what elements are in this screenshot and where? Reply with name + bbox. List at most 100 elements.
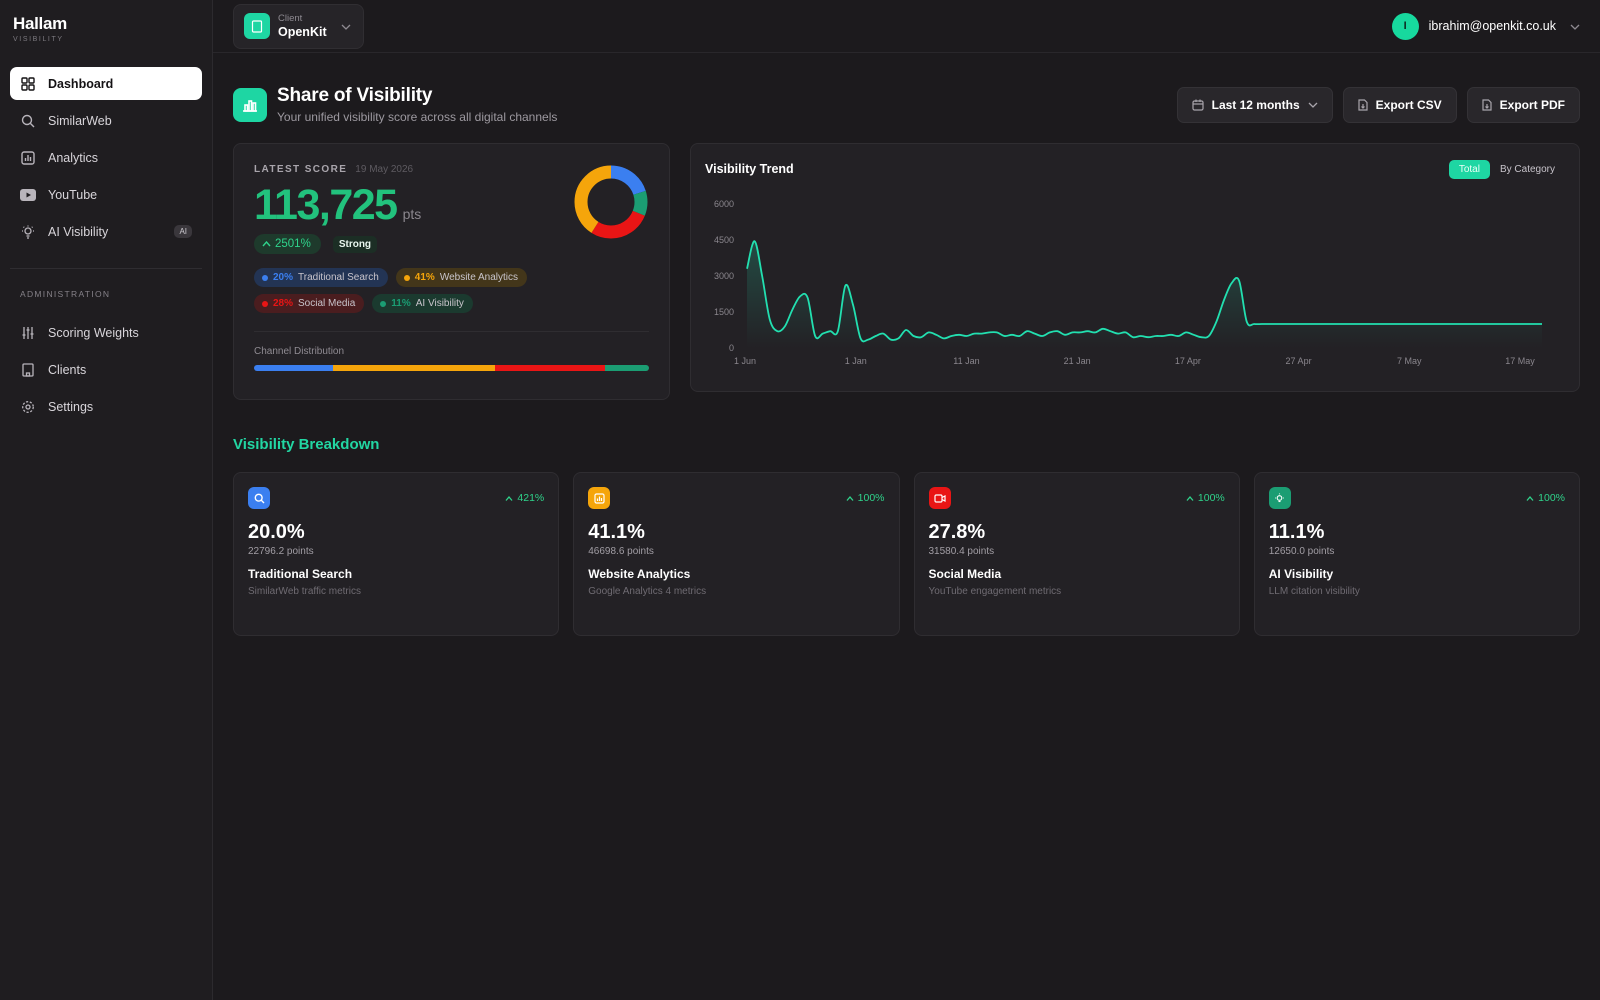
change-indicator: 421%: [505, 492, 544, 504]
donut-slice: [574, 165, 648, 239]
trend-title: Visibility Trend: [705, 162, 794, 176]
sidebar-item-label: YouTube: [48, 187, 98, 202]
search-icon: [248, 487, 270, 509]
breakdown-description: SimilarWeb traffic metrics: [248, 586, 361, 597]
breakdown-description: YouTube engagement metrics: [928, 586, 1062, 597]
building-icon: [20, 362, 36, 378]
breakdown-points: 22796.2 points: [248, 546, 314, 557]
youtube-icon: [20, 187, 36, 203]
analytics-icon: [588, 487, 611, 509]
y-tick-label: 0: [729, 343, 734, 353]
channel-pill-percent: 28%: [273, 298, 294, 309]
breakdown-card-ai-visibility[interactable]: 100% 11.1% 12650.0 points AI Visibility …: [1253, 472, 1580, 636]
bar-chart-icon: [20, 150, 36, 166]
channel-distribution-bar: [254, 365, 649, 371]
sidebar-item-ai-visibility[interactable]: AI Visibility AI: [10, 215, 202, 248]
chevron-up-icon: [505, 495, 513, 501]
breakdown-name: Social Media: [928, 567, 1002, 581]
channel-pill: 20% Traditional Search: [254, 268, 388, 287]
distribution-segment: [333, 365, 496, 371]
sidebar-item-similarweb[interactable]: SimilarWeb: [10, 104, 202, 137]
channel-distribution-label: Channel Distribution: [254, 346, 345, 357]
search-icon: [20, 113, 36, 129]
avatar: I: [1391, 12, 1419, 40]
latest-score-label: LATEST SCORE: [254, 164, 348, 175]
channel-pill-percent: 11%: [391, 298, 411, 309]
sidebar-item-analytics[interactable]: Analytics: [10, 141, 202, 174]
breakdown-percent: 27.8%: [928, 521, 986, 543]
channel-pill: 28% Social Media: [254, 294, 365, 313]
file-icon: [1358, 98, 1368, 111]
tab-by-category[interactable]: By Category: [1499, 164, 1555, 175]
brand-subtitle: VISIBILITY: [13, 36, 64, 43]
sidebar-divider: [10, 268, 202, 269]
donut-slice: [574, 165, 648, 239]
change-indicator: 100%: [846, 492, 885, 504]
change-indicator: 100%: [1186, 492, 1225, 504]
grid-icon: [20, 76, 36, 92]
admin-nav: Scoring Weights Clients Settings: [0, 313, 212, 423]
channel-pills: 20% Traditional Search 41% Website Analytic…: [254, 268, 554, 313]
channel-donut-chart: [574, 165, 648, 239]
channel-pill-percent: 41%: [414, 272, 435, 283]
sidebar-item-scoring-weights[interactable]: Scoring Weights: [10, 316, 202, 349]
x-tick-label: 1 Jan: [845, 356, 867, 366]
latest-score-date: 19 May 2026: [355, 164, 414, 175]
user-email: ibrahim@openkit.co.uk: [1428, 19, 1556, 33]
change-value: 100%: [1197, 492, 1225, 504]
client-label: Client: [278, 13, 303, 24]
sidebar-item-clients[interactable]: Clients: [10, 353, 202, 386]
export-pdf-button[interactable]: Export PDF: [1466, 86, 1580, 123]
y-tick-label: 4500: [714, 235, 734, 245]
trend-view-toggle: Total By Category: [1448, 160, 1565, 179]
breakdown-points: 12650.0 points: [1268, 546, 1335, 557]
sidebar-item-dashboard[interactable]: Dashboard: [10, 67, 202, 100]
channel-pill-name: AI Visibility: [415, 298, 464, 309]
breakdown-card-traditional-search[interactable]: 421% 20.0% 22796.2 points Traditional Se…: [233, 472, 560, 636]
user-menu[interactable]: I ibrahim@openkit.co.uk: [1391, 12, 1580, 40]
breakdown-card-website-analytics[interactable]: 100% 41.1% 46698.6 points Website Analyt…: [573, 472, 900, 636]
visibility-trend-chart: 6000 4500 3000 1500 01 Jun 1 Jan 11 Jan 21 Jan 1…: [714, 199, 1542, 366]
trend-line: [746, 240, 1542, 343]
sidebar-item-settings[interactable]: Settings: [10, 390, 202, 423]
channel-dot: [403, 274, 410, 281]
client-value: OpenKit: [278, 25, 327, 39]
export-csv-label: Export CSV: [1375, 97, 1442, 112]
y-tick-label: 6000: [714, 199, 734, 209]
breakdown-card-social-media[interactable]: 100% 27.8% 31580.4 points Social Media Y…: [913, 472, 1240, 636]
breakdown-percent: 20.0%: [248, 521, 305, 543]
change-value: 100%: [1538, 492, 1565, 504]
breakdown-percent: 41.1%: [588, 521, 645, 543]
card-divider: [254, 331, 649, 332]
distribution-segment: [605, 365, 649, 371]
building-icon: [244, 13, 270, 39]
sidebar-item-label: AI Visibility: [48, 224, 109, 239]
export-csv-button[interactable]: Export CSV: [1342, 86, 1457, 123]
client-selector[interactable]: Client OpenKit: [233, 3, 364, 49]
chevron-down-icon: [341, 17, 351, 35]
sidebar-item-label: Settings: [48, 399, 94, 414]
date-range-select[interactable]: Last 12 months: [1176, 86, 1333, 123]
score-rating-badge: Strong: [332, 235, 378, 253]
latest-score-card: LATEST SCORE 19 May 2026 113,725 pts 250…: [233, 143, 670, 400]
y-tick-label: 1500: [714, 307, 734, 317]
breakdown-name: Website Analytics: [588, 567, 691, 581]
tab-total[interactable]: Total: [1448, 160, 1490, 179]
x-tick-label: 17 Apr: [1175, 356, 1201, 366]
donut-slice: [574, 165, 648, 239]
brand[interactable]: Hallam VISIBILITY: [0, 0, 212, 64]
page-title: Share of Visibility: [277, 85, 433, 106]
distribution-segment: [254, 365, 333, 371]
x-tick-label: 7 May: [1397, 356, 1422, 366]
channel-pill: 41% Website Analytics: [395, 268, 527, 287]
sidebar-item-youtube[interactable]: YouTube: [10, 178, 202, 211]
x-tick-label: 1 Jun: [734, 356, 756, 366]
channel-pill-name: Website Analytics: [439, 272, 518, 283]
x-tick-label: 17 May: [1505, 356, 1535, 366]
lightbulb-icon: [1268, 487, 1291, 509]
chevron-up-icon: [262, 241, 271, 247]
summary-row: LATEST SCORE 19 May 2026 113,725 pts 250…: [213, 133, 1600, 400]
file-icon: [1482, 98, 1492, 111]
change-indicator: 100%: [1526, 492, 1565, 504]
score-unit: pts: [402, 206, 422, 222]
